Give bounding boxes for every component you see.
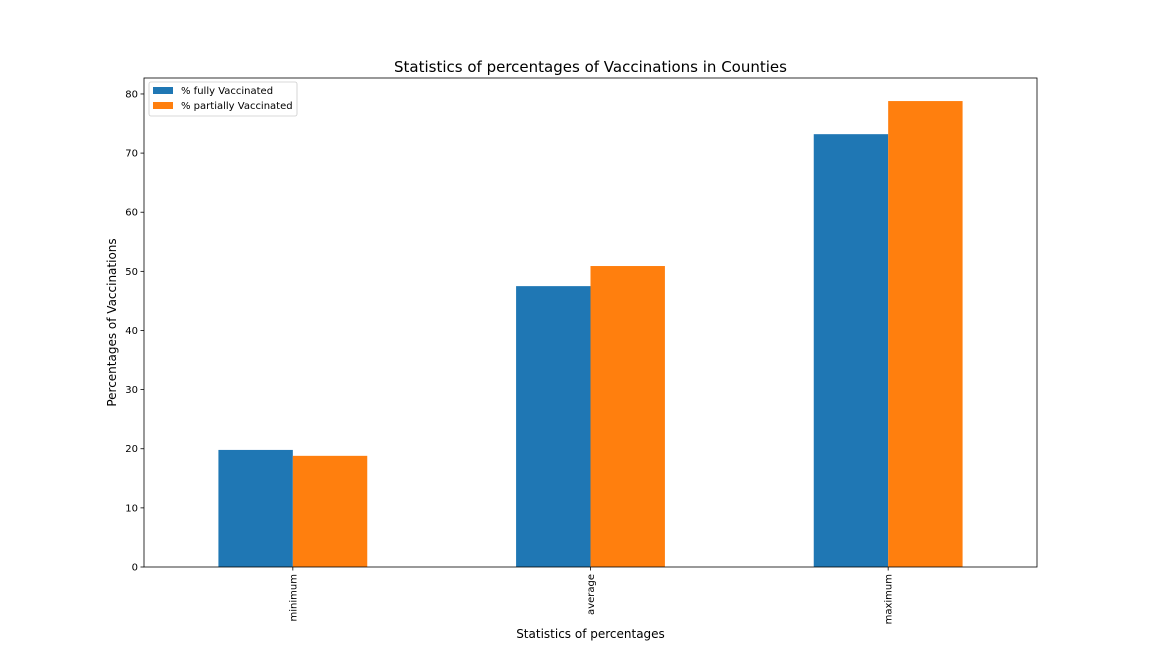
bars-group xyxy=(218,101,963,568)
bar-pct-partially-vaccinated-average xyxy=(590,266,665,567)
x-tick-label-maximum: maximum xyxy=(884,574,895,624)
bar-pct-partially-vaccinated-maximum xyxy=(888,101,963,568)
y-tick-label-30: 30 xyxy=(125,385,138,396)
y-tick-label-0: 0 xyxy=(132,563,138,574)
legend-box xyxy=(148,81,298,117)
x-axis: minimum average maximum xyxy=(288,567,895,624)
y-tick-label-40: 40 xyxy=(125,326,138,337)
legend-swatch-pct-fully-vaccinated xyxy=(153,87,173,94)
y-tick-label-20: 20 xyxy=(125,444,138,455)
y-tick-label-70: 70 xyxy=(125,149,138,160)
legend: % fully Vaccinated % partially Vaccinated xyxy=(148,81,298,117)
legend-label-pct-partially-vaccinated: % partially Vaccinated xyxy=(181,101,293,112)
y-tick-label-80: 80 xyxy=(125,89,138,100)
y-axis-title: Percentages of Vaccinations xyxy=(105,238,119,406)
chart-title: Statistics of percentages of Vaccination… xyxy=(394,58,787,76)
y-tick-label-60: 60 xyxy=(125,208,138,219)
bar-pct-fully-vaccinated-minimum xyxy=(218,449,293,567)
y-axis: 0 10 20 30 40 50 60 70 80 xyxy=(125,89,144,574)
y-tick-label-50: 50 xyxy=(125,267,138,278)
legend-label-pct-fully-vaccinated: % fully Vaccinated xyxy=(181,86,273,97)
bar-pct-partially-vaccinated-minimum xyxy=(292,455,368,567)
x-tick-label-average: average xyxy=(586,574,597,615)
legend-swatch-pct-partially-vaccinated xyxy=(153,102,173,109)
y-tick-label-10: 10 xyxy=(125,503,138,514)
bar-pct-fully-vaccinated-average xyxy=(516,286,591,567)
x-axis-title: Statistics of percentages xyxy=(516,627,665,641)
x-tick-label-minimum: minimum xyxy=(288,574,299,621)
bar-pct-fully-vaccinated-maximum xyxy=(813,134,889,567)
